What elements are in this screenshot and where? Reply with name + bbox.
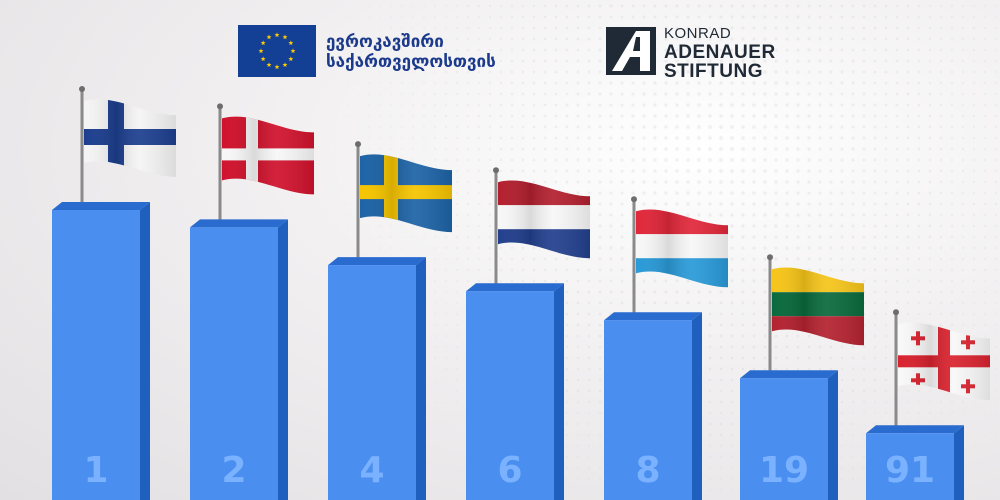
bar-group-luxembourg: 8 <box>604 196 728 500</box>
kas-line3: STIFTUNG <box>664 61 763 82</box>
flagpole-finial <box>493 167 499 174</box>
bar-top <box>328 257 426 266</box>
bar <box>466 291 554 500</box>
flagpole-finial <box>893 309 899 316</box>
denmark-flag <box>222 116 314 195</box>
bar <box>190 227 278 500</box>
bar <box>604 320 692 500</box>
bar-side <box>416 257 426 500</box>
bar-value-label: 8 <box>635 450 660 491</box>
flagpole-finial <box>217 103 223 110</box>
kas-line1: KONRAD <box>664 25 732 42</box>
bar-side <box>692 312 702 500</box>
georgia-flag <box>898 322 990 401</box>
eu-star-icon <box>288 40 294 46</box>
bar-value-label: 4 <box>359 450 384 491</box>
eu-star-icon <box>266 62 272 67</box>
eu-star-icon <box>260 40 266 46</box>
bar-top <box>52 202 150 210</box>
eu-star-icon <box>282 62 288 67</box>
bar-value-label: 2 <box>221 450 246 491</box>
bar <box>866 433 954 500</box>
eu-star-icon <box>274 32 280 38</box>
bar <box>740 378 828 500</box>
flagpole-finial <box>355 141 361 148</box>
eu-flag-logo <box>238 25 316 77</box>
bar-side <box>140 202 150 500</box>
lithuania-flag <box>772 267 864 346</box>
bar <box>328 265 416 500</box>
bar-value-label: 6 <box>497 450 522 491</box>
kas-logo-text: KONRAD ADENAUER STIFTUNG <box>664 24 776 81</box>
bar-top <box>190 219 288 228</box>
bar-group-denmark: 2 <box>190 103 314 500</box>
bar-group-georgia: 91 <box>866 309 990 500</box>
bar <box>52 210 140 500</box>
bar-group-sweden: 4 <box>328 141 452 500</box>
bar-group-finland: 1 <box>52 86 176 500</box>
eu-star-icon <box>288 56 294 62</box>
eu-star-icon <box>258 48 264 54</box>
eu-star-icon <box>274 64 280 70</box>
bar-group-lithuania: 19 <box>740 254 864 500</box>
bar-value-label: 91 <box>885 450 935 491</box>
bar-top <box>604 312 702 321</box>
bar-side <box>278 219 288 500</box>
netherlands-flag <box>498 180 590 259</box>
eu-star-icon <box>266 34 272 40</box>
eu-text-line1: ევროკავშირი <box>326 32 444 52</box>
eu-text-line2: საქართველოსთვის <box>326 52 496 72</box>
bar-top <box>866 425 964 434</box>
flagpole-finial <box>79 86 85 92</box>
eu-star-icon <box>260 56 266 62</box>
bar-value-label: 19 <box>759 450 809 491</box>
bar-value-label: 1 <box>83 450 108 491</box>
eu-star-icon <box>282 34 288 40</box>
eu-logo-text: ევროკავშირი საქართველოსთვის <box>326 32 496 72</box>
bar-side <box>554 283 564 500</box>
bar-top <box>466 283 564 292</box>
sweden-flag <box>360 154 452 233</box>
finland-flag <box>84 99 176 177</box>
bar-side <box>828 370 838 500</box>
bar-top <box>740 370 838 379</box>
kas-logo-mark <box>606 27 656 75</box>
bar-group-netherlands: 6 <box>466 167 590 500</box>
bar-side <box>954 425 964 500</box>
flagpole-finial <box>767 254 773 261</box>
flagpole-finial <box>631 196 637 203</box>
luxembourg-flag <box>636 209 728 288</box>
eu-star-icon <box>290 48 296 54</box>
kas-line2: ADENAUER <box>664 42 776 63</box>
